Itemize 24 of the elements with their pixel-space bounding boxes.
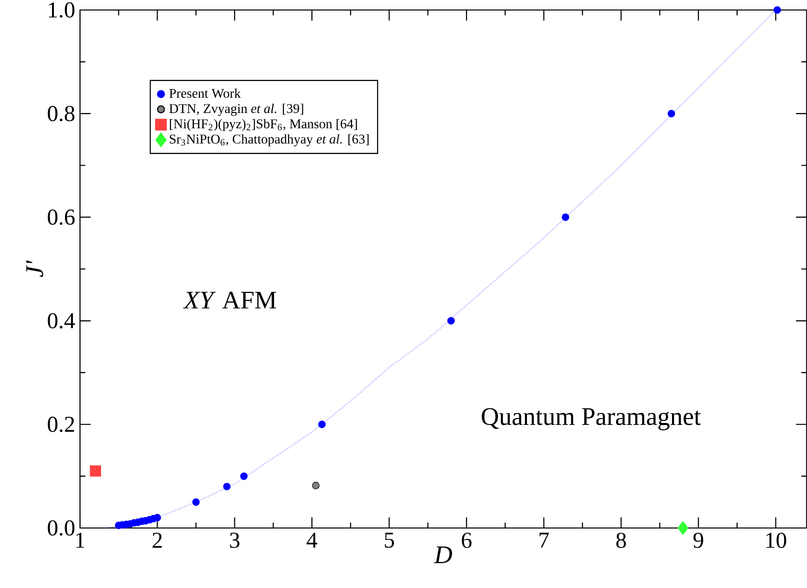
annotation: Quantum Paramagnet [482,408,701,430]
x-tick-label: 5 [384,532,394,548]
x-tick-label: 1 [76,532,84,548]
x-tick-label: 2 [152,532,162,548]
legend-label: Sr$_{3}$NiPtO$_{6}$, Chattopadhyay et al. [63] [170,134,369,146]
y-tick-label: 0.4 [48,313,75,328]
legend-label: DTN, Zvyagin et al. [39] [169,104,304,116]
y-tick-label: 0.6 [48,209,75,225]
y-axis-title: J' [26,260,44,277]
y-tick-label: 0.8 [48,106,74,122]
legend-label: Present Work [169,88,241,98]
x-axis-title: D [434,546,452,564]
x-tick-label: 10 [766,532,786,548]
x-tick-label: 3 [230,532,240,548]
x-tick-label: 4 [306,532,318,548]
legend-label: [Ni(HF$_{2}$)(pyz)$_{2}$]SbF$_{6}$, Manson [64] [170,118,357,132]
x-tick-label: 8 [616,532,626,548]
y-tick-label: 1.0 [48,2,74,18]
annotation: XY AFM [183,292,276,308]
y-tick-label: 0.2 [48,416,74,432]
x-tick-label: 9 [693,532,704,548]
y-tick-label: 0.0 [48,520,74,536]
x-tick-label: 6 [462,532,472,548]
x-tick-label: 7 [540,532,549,548]
